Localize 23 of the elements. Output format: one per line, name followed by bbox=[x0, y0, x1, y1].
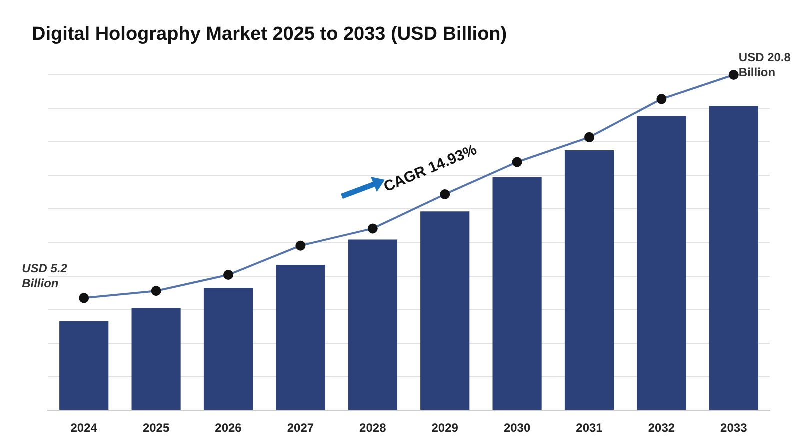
bar bbox=[204, 288, 254, 410]
bar bbox=[492, 177, 542, 410]
x-tick-label: 2024 bbox=[70, 421, 98, 436]
x-tick-label: 2029 bbox=[432, 421, 459, 436]
annotation: USD 20.8 Billion bbox=[738, 50, 792, 80]
x-tick-label: 2033 bbox=[720, 421, 748, 436]
x-tick-label: 2026 bbox=[215, 421, 242, 436]
bar bbox=[709, 106, 758, 410]
x-tick-label: 2028 bbox=[360, 421, 387, 436]
x-tick-label: 2030 bbox=[504, 421, 531, 436]
bar bbox=[132, 308, 181, 410]
bar bbox=[564, 150, 614, 410]
x-tick-label: 2027 bbox=[287, 421, 314, 436]
annotation: USD 5.2 Billion bbox=[22, 261, 68, 290]
bar bbox=[348, 240, 398, 410]
chart-title: Digital Holography Market 2025 to 2033 (USD Billion) bbox=[32, 24, 508, 46]
x-tick-label: 2025 bbox=[142, 421, 170, 436]
bar bbox=[420, 212, 470, 410]
bar bbox=[637, 116, 686, 410]
bar bbox=[276, 264, 326, 410]
x-tick-label: 2031 bbox=[576, 421, 604, 436]
x-tick-label: 2032 bbox=[648, 421, 676, 436]
bar bbox=[60, 321, 109, 410]
